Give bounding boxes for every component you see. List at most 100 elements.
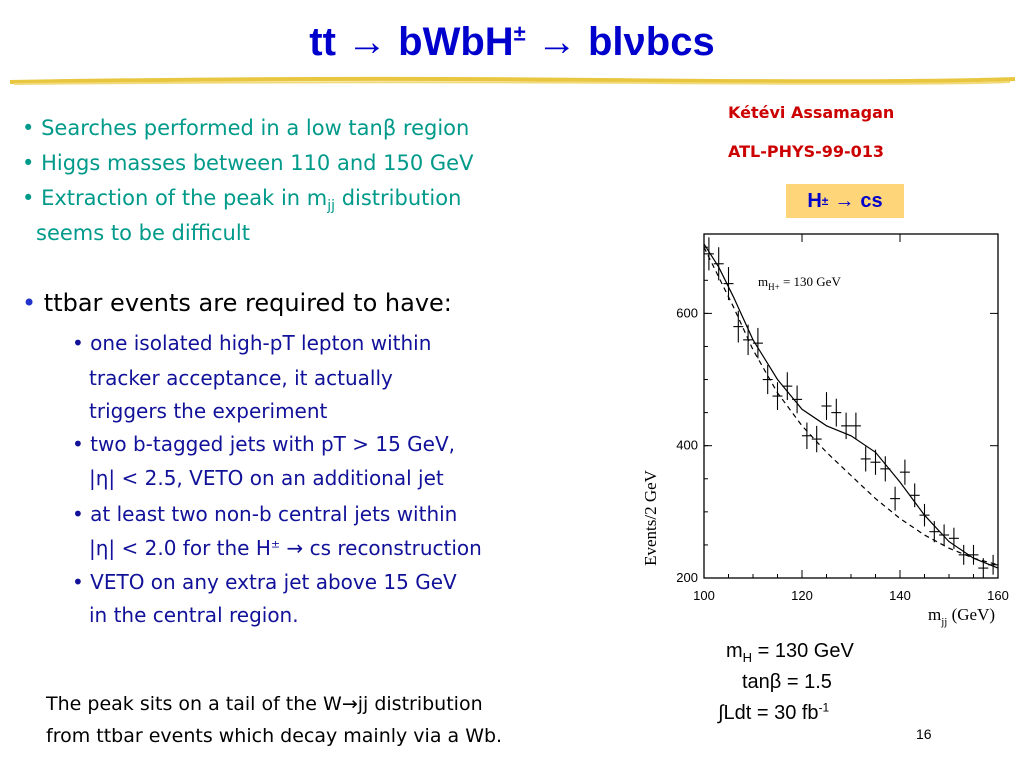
data-point bbox=[801, 422, 812, 449]
annot-sub: H+ bbox=[768, 282, 780, 292]
x-tick-label: 160 bbox=[987, 588, 1009, 603]
data-point bbox=[792, 385, 803, 414]
bullet-glyph: • bbox=[22, 289, 37, 317]
slide-title: tt → bWbH± → blνbcs bbox=[0, 20, 1024, 65]
data-point bbox=[831, 398, 842, 427]
note-id: ATL-PHYS-99-013 bbox=[728, 142, 885, 161]
data-point bbox=[880, 456, 891, 482]
req-veto-1: • VETO on any extra jet above 15 GeV bbox=[72, 570, 457, 594]
fit-curve bbox=[703, 243, 999, 569]
bullet-glyph: • bbox=[22, 116, 35, 140]
data-point bbox=[978, 558, 989, 578]
subscript: jj bbox=[327, 198, 336, 215]
arrow-icon: → bbox=[834, 189, 855, 212]
caption-line-2: from ttbar events which decay mainly via… bbox=[46, 725, 503, 747]
req-veto-2: in the central region. bbox=[89, 603, 299, 627]
req-nonb-2: |η| < 2.0 for the H± → cs reconstruction bbox=[89, 536, 482, 560]
data-point bbox=[939, 524, 950, 546]
data-point bbox=[723, 267, 734, 301]
req-btag-2: |η| < 2.5, VETO on an additional jet bbox=[89, 466, 444, 490]
y-tick-label: 200 bbox=[676, 570, 698, 585]
data-point bbox=[860, 446, 871, 472]
data-point bbox=[782, 372, 793, 401]
badge-cs: cs bbox=[860, 189, 883, 212]
req-lepton-1: • one isolated high-pT lepton within bbox=[72, 331, 432, 355]
caption-text: The peak sits on a tail of the W bbox=[46, 693, 342, 715]
data-point bbox=[968, 544, 979, 565]
requirements-heading: • ttbar events are required to have: bbox=[22, 289, 452, 317]
data-point bbox=[870, 449, 881, 475]
data-point bbox=[811, 425, 822, 453]
annot-m: m bbox=[758, 274, 768, 289]
chart-annotation: mH+ = 130 GeV bbox=[758, 274, 841, 292]
data-point bbox=[762, 364, 773, 395]
caption-text: jj distribution bbox=[357, 693, 483, 715]
req-lepton-3: triggers the experiment bbox=[89, 399, 328, 423]
caption-line-1: The peak sits on a tail of the W→jj dist… bbox=[46, 693, 483, 715]
x-tick-label: 120 bbox=[791, 588, 813, 603]
data-point bbox=[890, 486, 901, 511]
bullet-searches: • Searches performed in a low tanβ regio… bbox=[22, 116, 469, 140]
annot-value: = 130 GeV bbox=[780, 274, 842, 289]
param-text: = 130 GeV bbox=[752, 640, 854, 662]
bullet-glyph: • bbox=[22, 186, 35, 210]
title-charge-sign: ± bbox=[513, 20, 526, 46]
data-point bbox=[948, 527, 959, 549]
data-point bbox=[850, 412, 861, 440]
arrow-icon: → bbox=[347, 20, 388, 64]
data-point bbox=[703, 237, 714, 271]
bullet-text: Searches performed in a low tanβ region bbox=[41, 116, 470, 140]
req-text: cs reconstruction bbox=[309, 536, 482, 560]
data-point bbox=[919, 503, 930, 527]
param-text: ∫Ldt = 30 fb bbox=[718, 702, 819, 724]
bullet-extraction-cont: seems to be difficult bbox=[36, 221, 250, 245]
title-part-tt: tt bbox=[309, 20, 336, 64]
bullet-extraction: • Extraction of the peak in mjj distribu… bbox=[22, 186, 462, 213]
data-point bbox=[772, 382, 783, 410]
req-lepton-2: tracker acceptance, it actually bbox=[89, 366, 393, 390]
heading-text: ttbar events are required to have: bbox=[43, 289, 452, 317]
arrow-icon: → bbox=[280, 536, 310, 560]
data-point bbox=[752, 327, 763, 359]
data-point bbox=[743, 324, 754, 356]
param-luminosity: ∫Ldt = 30 fb-1 bbox=[718, 700, 830, 725]
req-text: |η| < 2.0 for the H bbox=[89, 536, 271, 560]
title-part-bwbh: bWbH bbox=[398, 20, 514, 64]
y-tick-label: 400 bbox=[676, 438, 698, 453]
title-part-decay: blνbcs bbox=[588, 20, 715, 64]
arrow-icon: → bbox=[341, 693, 358, 715]
req-nonb-1: • at least two non-b central jets within bbox=[72, 502, 458, 526]
data-point bbox=[821, 392, 832, 420]
background-curve bbox=[703, 246, 999, 566]
data-point bbox=[929, 521, 940, 543]
xlabel-m: m bbox=[928, 605, 941, 624]
charge-sign: ± bbox=[270, 537, 281, 551]
subscript: H bbox=[742, 650, 753, 665]
title-underline bbox=[9, 76, 1016, 85]
data-point bbox=[988, 554, 999, 575]
x-tick-label: 140 bbox=[889, 588, 911, 603]
param-higgs-mass: mH = 130 GeV bbox=[726, 640, 854, 665]
xlabel-unit: (GeV) bbox=[947, 605, 995, 624]
plot-frame bbox=[703, 233, 999, 579]
data-point bbox=[733, 310, 744, 343]
xlabel-sub: jj bbox=[940, 616, 947, 628]
superscript: -1 bbox=[818, 700, 830, 715]
bullet-text: distribution bbox=[335, 186, 462, 210]
data-point bbox=[909, 483, 920, 508]
arrow-icon: → bbox=[536, 20, 577, 64]
channel-badge: H ± → cs bbox=[786, 184, 904, 218]
data-point bbox=[899, 459, 910, 485]
author-name: Kétévi Assamagan bbox=[728, 103, 895, 122]
data-point bbox=[841, 412, 852, 440]
badge-h: H bbox=[807, 189, 822, 212]
x-tick-label: 100 bbox=[693, 588, 715, 603]
page-number: 16 bbox=[916, 726, 932, 742]
param-tanbeta: tanβ = 1.5 bbox=[742, 671, 832, 693]
y-axis-label: Events/2 GeV bbox=[641, 469, 660, 566]
req-btag-1: • two b-tagged jets with pT > 15 GeV, bbox=[72, 432, 456, 456]
y-tick-label: 600 bbox=[676, 305, 698, 320]
bullet-text: Higgs masses between 110 and 150 GeV bbox=[41, 151, 474, 175]
bullet-glyph: • bbox=[22, 151, 35, 175]
